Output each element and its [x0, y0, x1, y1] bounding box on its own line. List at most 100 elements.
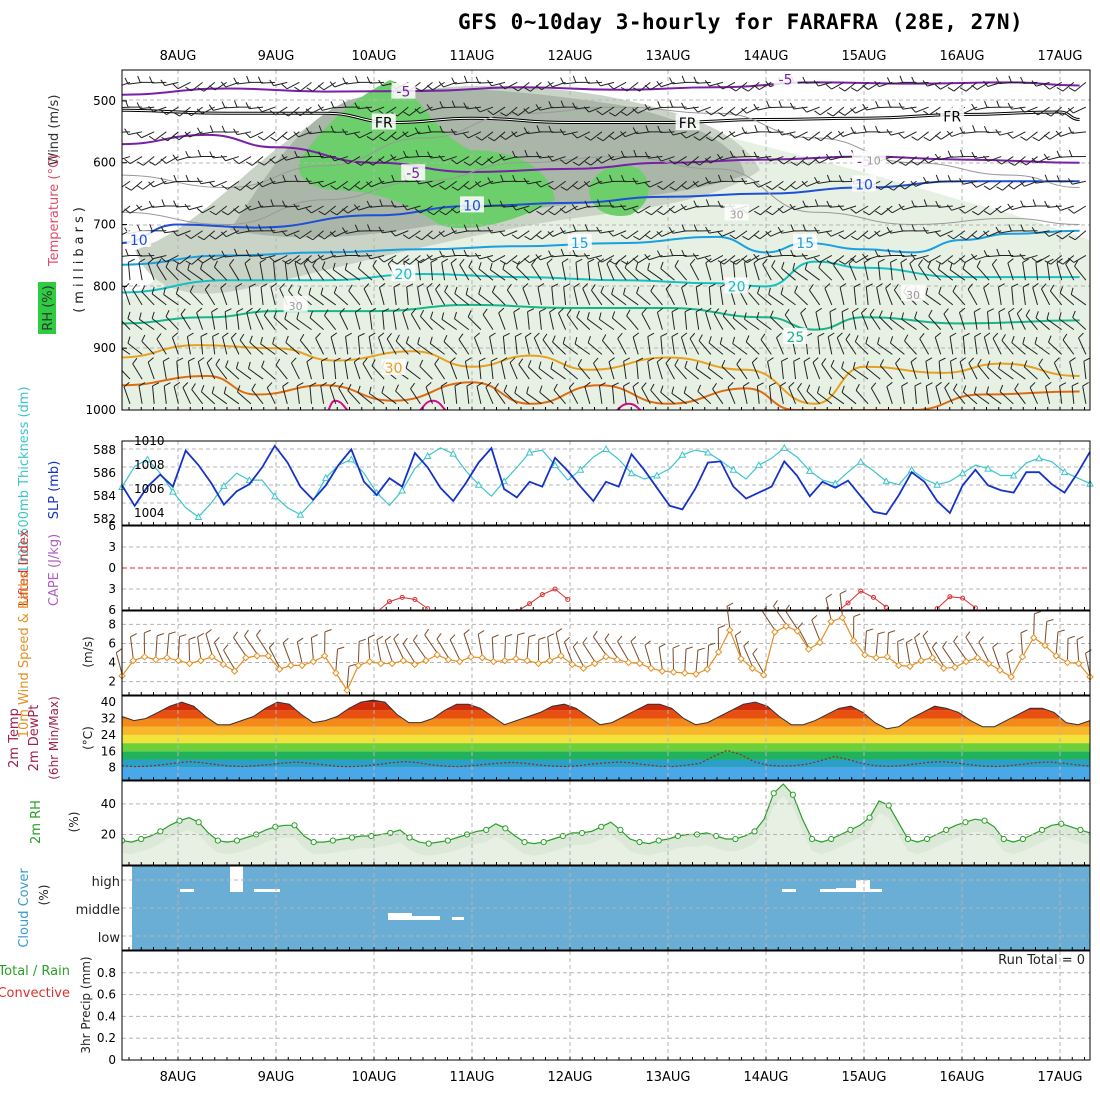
wind-barb-flag [1034, 610, 1042, 615]
y-tick-label: 1000 [85, 403, 116, 417]
wind-barb-flag [443, 335, 448, 342]
wind-speed-marker [399, 656, 408, 665]
wind-speed-marker [692, 670, 700, 678]
wind-barb [518, 255, 530, 265]
wind-barb [173, 386, 179, 404]
cloud-ylabel: Cloud Cover [17, 868, 32, 948]
wind-barb-flag [511, 131, 517, 138]
wind-barb [753, 262, 760, 281]
wind-barb-flag [911, 224, 916, 232]
wind-barb-flag [852, 307, 859, 313]
wind-barb [991, 264, 1002, 281]
wind-barb-flag [644, 151, 649, 159]
wind-barb-flag [359, 638, 366, 642]
wind-barb [514, 336, 518, 355]
wind-barb-flag [391, 259, 398, 265]
wind-barb-flag [949, 332, 957, 338]
wind-barb-flag [582, 283, 589, 289]
wind-barb [821, 363, 833, 380]
wind-barb-flag [249, 335, 253, 343]
wind-barb [617, 338, 627, 355]
thickness-marker [653, 471, 661, 479]
wind-barb-flag [151, 286, 155, 294]
wind-barb [335, 649, 339, 672]
wind-barb-flag [972, 125, 976, 133]
wind-barb [549, 311, 554, 330]
wind-speed-marker [816, 638, 824, 647]
wind-barb-flag [559, 128, 565, 136]
wind-barb [885, 287, 893, 306]
wind-barb [1060, 205, 1074, 211]
wind-barb-flag [330, 210, 338, 216]
wind-barb-flag [1020, 629, 1028, 634]
thickness-marker [321, 473, 330, 481]
wind-barb-flag [754, 210, 761, 216]
date-label-top: 15AUG [841, 49, 886, 64]
wind-barb-flag [305, 127, 311, 135]
wind-barb [710, 106, 724, 116]
rh2m-axis-label: (%) [67, 812, 81, 833]
date-label-top: 14AUG [743, 49, 788, 64]
wind-barb-flag [417, 337, 420, 345]
wind-barb-flag [962, 262, 966, 269]
wind-barb [747, 290, 760, 306]
wind-barb-flag [695, 307, 703, 313]
wind-barb-flag [414, 258, 421, 264]
wind-barb [196, 312, 204, 330]
wind-barb-flag [251, 383, 256, 390]
wind-barb [449, 639, 461, 660]
wind-barb [141, 340, 155, 355]
wind-barb-flag [354, 161, 362, 166]
wind-barb-flag [717, 134, 724, 140]
wind-barb [139, 318, 155, 331]
wind-barb-flag [572, 102, 577, 110]
rh-tick-label: 20 [101, 827, 116, 841]
wind-barb [426, 287, 433, 306]
wind-barb [612, 317, 627, 331]
wind-barb [338, 388, 349, 405]
wind-barb [844, 255, 857, 265]
wind-barb [624, 205, 639, 211]
panel-frame [121, 695, 1091, 781]
wind-barb [636, 292, 651, 306]
wind-barb [705, 262, 712, 281]
wind-barb [226, 230, 240, 238]
wind-barb-flag [886, 77, 891, 84]
wind-barb-flag [922, 257, 929, 263]
wind-barb-flag [175, 262, 179, 270]
wind-barb [296, 385, 300, 404]
wind-barb-flag [705, 177, 710, 184]
wind-barb-flag [269, 226, 274, 234]
wind-barb [268, 647, 281, 668]
wind-barb [573, 287, 579, 306]
wind-barb-flag [390, 154, 396, 161]
temp-band [122, 759, 1090, 768]
wind-barb-flag [1007, 258, 1014, 264]
wind-barb-flag [160, 177, 166, 184]
cloud-level-label: middle [76, 903, 120, 918]
wind-barb-flag [587, 258, 595, 263]
wind-barb [1044, 386, 1051, 404]
wind-barb-flag [468, 260, 473, 268]
wind-barb-flag [838, 150, 843, 158]
wind-barb-flag [478, 357, 486, 362]
wind-barb-flag [208, 104, 214, 111]
wind-barb [641, 387, 651, 405]
wind-barb-flag [572, 641, 579, 648]
wind-barb-flag [630, 636, 637, 642]
wind-barb [819, 106, 833, 116]
wind-barb [812, 362, 821, 380]
wind-barb-flag [410, 308, 417, 315]
date-label-bottom: 13AUG [645, 1070, 690, 1085]
wind-barb-flag [348, 284, 353, 292]
wind-barb-flag [657, 101, 661, 108]
wind-barb [722, 81, 736, 90]
wind-barb [180, 314, 191, 330]
wind-barb-flag [124, 77, 129, 85]
wind-barb-flag [668, 159, 676, 165]
wind-barb [756, 318, 772, 331]
wind-barb-flag [318, 234, 325, 240]
wind-barb-flag [124, 128, 129, 135]
wind-barb-flag [320, 287, 324, 295]
wind-barb-flag [1076, 636, 1084, 641]
